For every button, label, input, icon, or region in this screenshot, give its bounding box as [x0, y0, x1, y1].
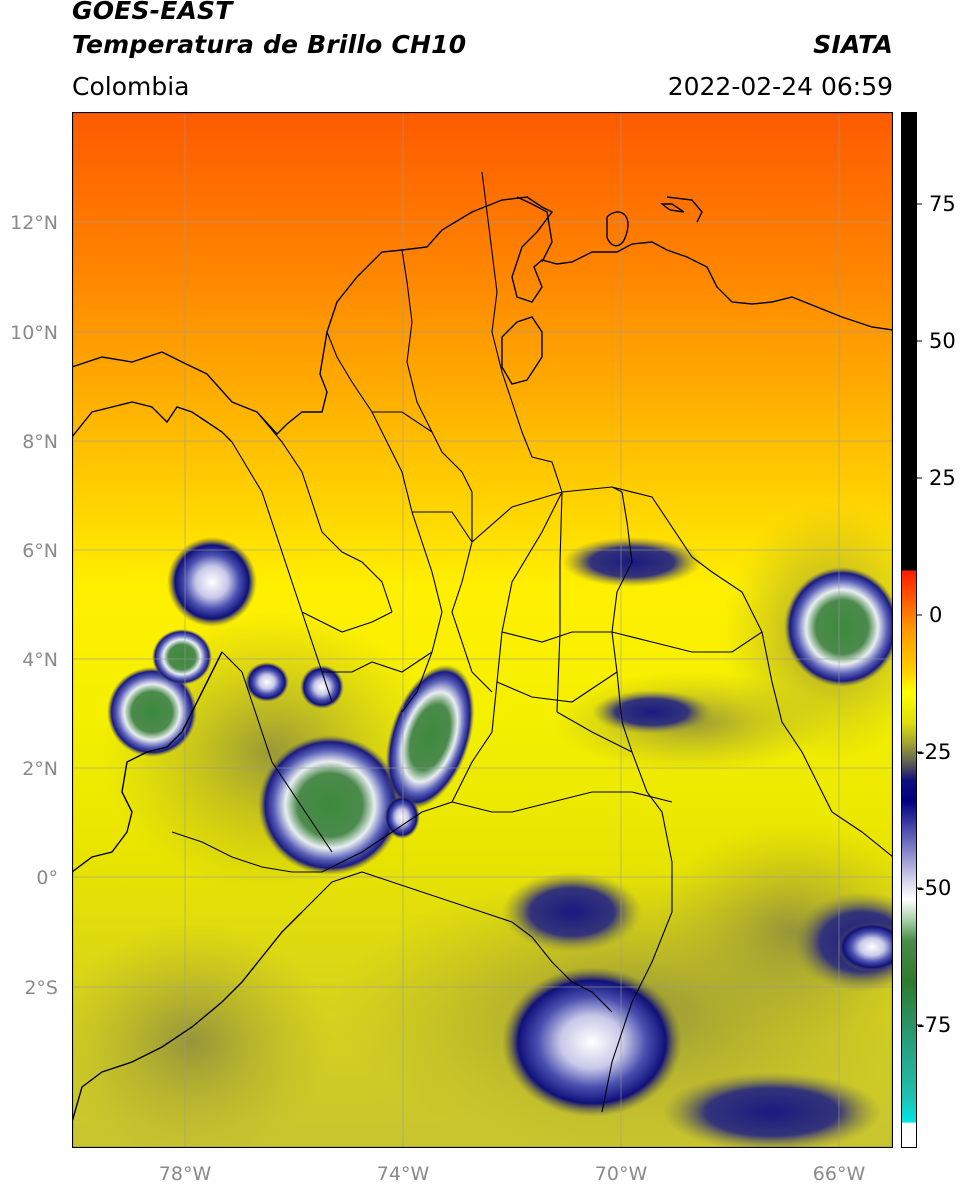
lat-label: 6°N [22, 540, 58, 562]
lat-label: 0° [36, 867, 58, 889]
colorbar-tick-label: 25 [929, 466, 956, 490]
colorbar-tick-label: -75 [917, 1013, 951, 1037]
lon-label: 78°W [159, 1163, 212, 1185]
map-frame [72, 112, 893, 1148]
lat-label: 2°S [24, 977, 58, 999]
colorbar-tick-label: 50 [929, 329, 956, 353]
brightness-temperature-map [72, 112, 893, 1148]
colorbar-tick-label: -25 [917, 740, 951, 764]
source-label: SIATA [813, 30, 893, 59]
lon-label: 70°W [595, 1163, 648, 1185]
colorbar-ticks: 75 50 25 0 -25 -50 -75 [917, 192, 956, 1037]
longitude-axis: 78°W 74°W 70°W 66°W [159, 1163, 866, 1185]
lon-label: 74°W [377, 1163, 430, 1185]
lat-label: 2°N [22, 758, 58, 780]
lat-label: 4°N [22, 649, 58, 671]
satellite-title: GOES-EAST [72, 0, 233, 25]
borders [171, 171, 893, 1113]
latitude-axis: 12°N 10°N 8°N 6°N 4°N 2°N 0° 2°S [10, 212, 58, 999]
colorbar-tick-label: 75 [929, 192, 956, 216]
colorbar-tick-label: 0 [929, 603, 942, 627]
datetime-label: 2022-02-24 06:59 [667, 72, 893, 101]
region-label: Colombia [72, 72, 190, 101]
colorbar-tick-label: -50 [917, 876, 951, 900]
lat-label: 12°N [10, 212, 58, 234]
colorbar [901, 112, 917, 1148]
lat-label: 8°N [22, 431, 58, 453]
coastlines [72, 196, 893, 1123]
lat-label: 10°N [10, 322, 58, 344]
product-title: Temperatura de Brillo CH10 [72, 30, 467, 59]
lon-label: 66°W [813, 1163, 866, 1185]
graticule [72, 112, 893, 1148]
